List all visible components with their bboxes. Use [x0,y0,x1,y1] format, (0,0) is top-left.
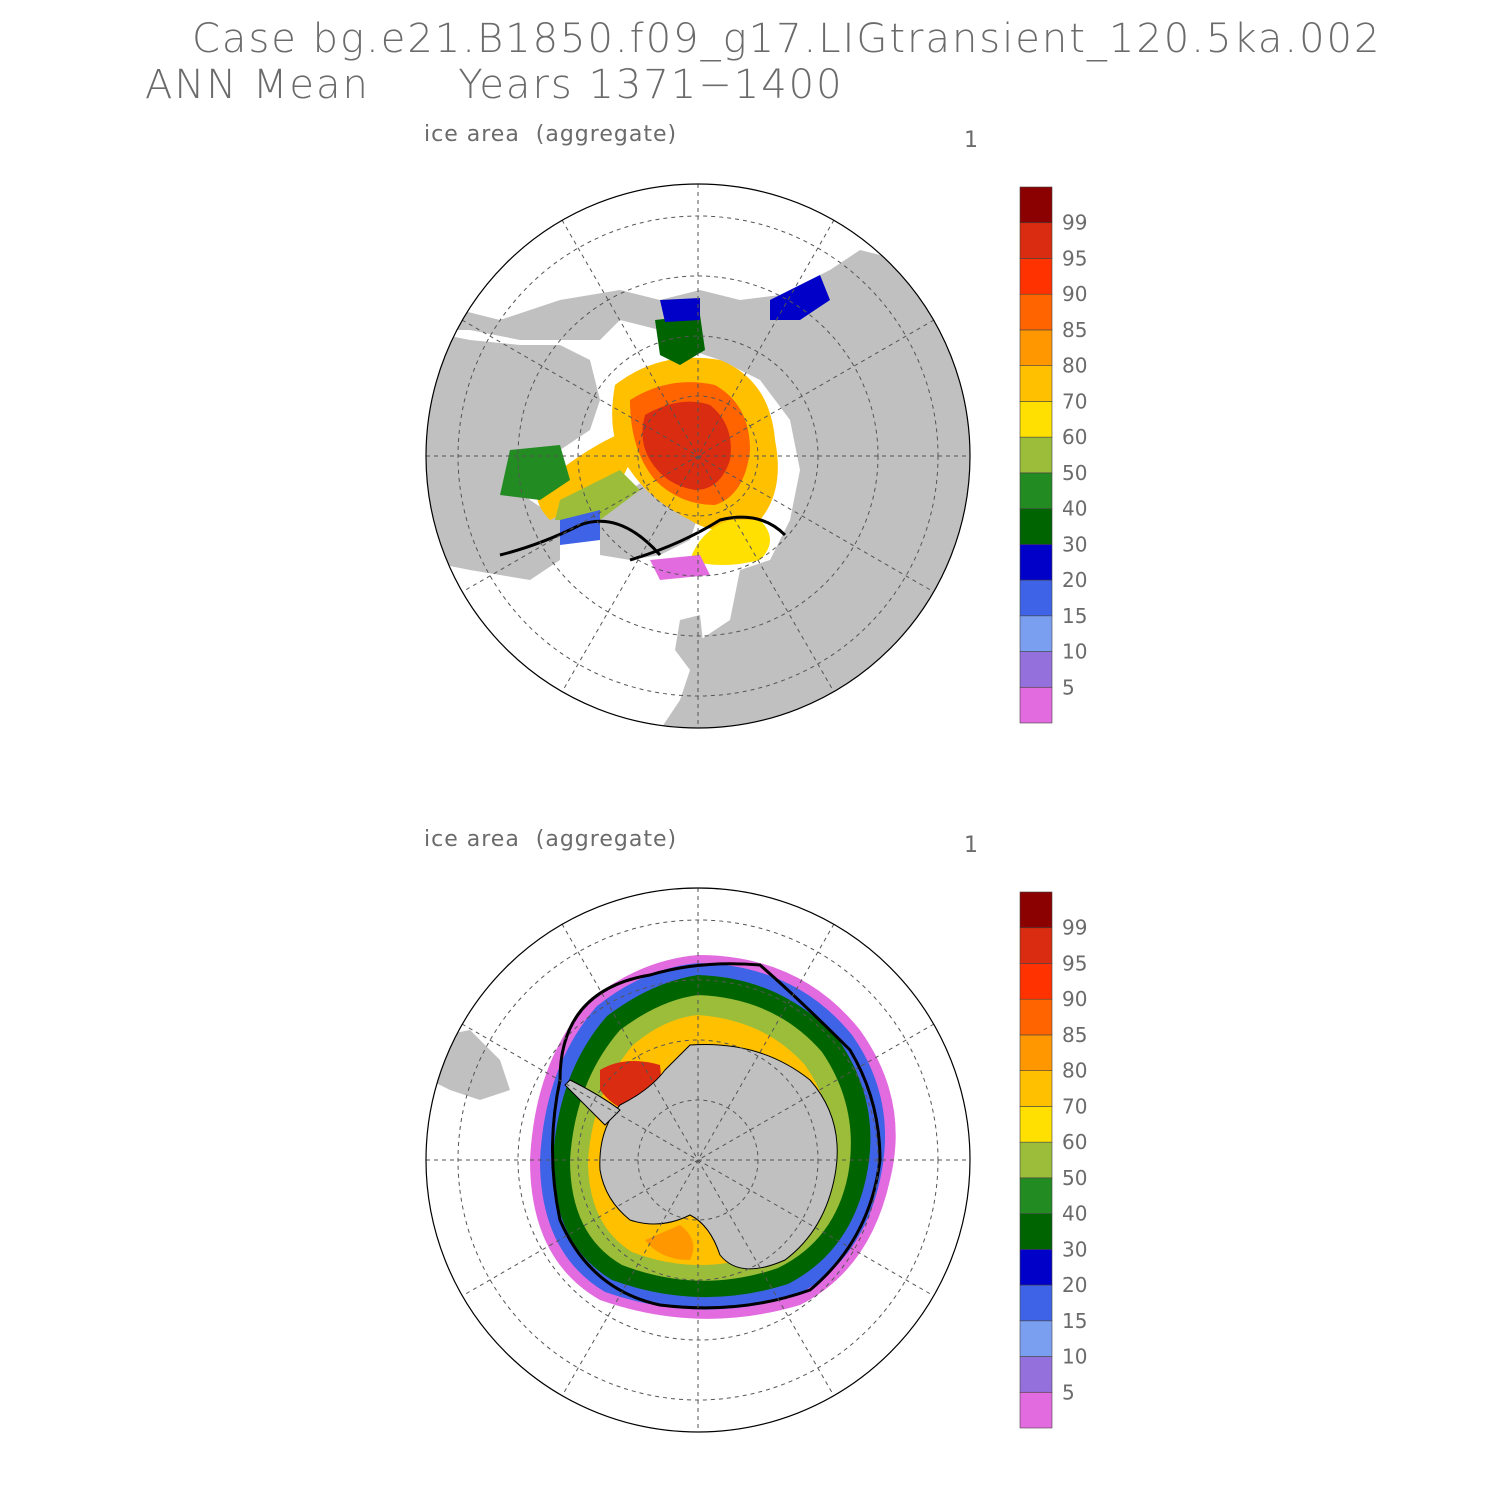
north-colorbar-swatch [1019,258,1053,295]
south-panel-label: ice area (aggregate) [424,827,678,852]
south-colorbar-label: 30 [1062,1237,1087,1261]
period-subtitle: ANN Mean Years 1371−1400 [145,62,844,108]
south-colorbar-label: 5 [1062,1380,1075,1404]
north-colorbar-label: 30 [1062,532,1087,556]
south-colorbar-swatch [1019,1356,1053,1393]
south-colorbar-label: 80 [1062,1059,1087,1083]
south-colorbar-swatch [1019,998,1053,1036]
south-graticule [426,888,970,1432]
north-colorbar-swatch [1019,401,1053,438]
south-colorbar-label: 70 [1062,1094,1087,1118]
north-colorbar-label: 90 [1062,282,1087,306]
north-sea-ice [500,275,830,580]
north-colorbar: 5 10 15 20 30 40 50 60 70 80 85 90 95 99 [1019,186,1087,724]
south-colorbar-label: 40 [1062,1202,1087,1226]
north-colorbar-swatch [1019,686,1053,724]
north-colorbar-swatch [1019,436,1053,474]
north-colorbar-label: 70 [1062,389,1087,413]
south-antarctica [564,1043,838,1270]
south-colorbar-swatch [1019,1391,1053,1429]
north-colorbar-swatch [1019,579,1053,617]
south-colorbar-label: 99 [1062,916,1087,940]
north-panel: ice area (aggregate) 1 [0,0,1500,700]
south-colorbar-label: 60 [1062,1130,1087,1154]
north-colorbar-swatch [1019,508,1053,545]
south-colorbar-swatch [1019,1213,1053,1250]
north-colorbar-label: 50 [1062,461,1087,485]
north-colorbar-swatch [1019,544,1053,581]
south-colorbar-swatch [1019,1320,1053,1357]
south-colorbar-swatch [1019,1106,1053,1143]
north-colorbar-swatch [1019,365,1053,402]
north-colorbar-swatch [1019,329,1053,366]
north-graticule [426,184,970,728]
north-polar-map [425,183,971,729]
south-colorbar-label: 95 [1062,951,1087,975]
south-panel: ice area (aggregate) 1 [0,705,1500,1405]
north-colorbar-swatch [1019,186,1053,224]
south-colorbar-swatch [1019,1177,1053,1214]
south-colorbar-swatch [1019,1070,1053,1107]
north-colorbar-label: 99 [1062,211,1087,235]
north-colorbar-label: 20 [1062,568,1087,592]
north-colorbar-swatch [1019,651,1053,688]
north-colorbar-swatch [1019,222,1053,259]
south-colorbar-label: 50 [1062,1166,1087,1190]
north-colorbar-label: 10 [1062,640,1087,664]
south-colorbar-label: 90 [1062,987,1087,1011]
north-colorbar-swatch [1019,615,1053,652]
south-colorbar-label: 85 [1062,1023,1087,1047]
south-colorbar-label: 20 [1062,1273,1087,1297]
north-colorbar-label: 60 [1062,425,1087,449]
south-colorbar-label: 15 [1062,1309,1087,1333]
figure-header: Case bg.e21.B1850.f09_g17.LIGtransient_1… [0,0,1500,120]
north-colorbar-label: 15 [1062,604,1087,628]
south-panel-number: 1 [964,833,978,858]
south-polar-map [425,887,971,1433]
south-colorbar-swatch [1019,1141,1053,1179]
north-panel-number: 1 [964,128,978,153]
north-colorbar-swatch [1019,472,1053,509]
north-panel-label: ice area (aggregate) [424,122,678,147]
north-colorbar-label: 5 [1062,675,1075,699]
south-colorbar-swatch [1019,963,1053,1000]
south-colorbar-label: 10 [1062,1345,1087,1369]
south-colorbar-swatch [1019,927,1053,964]
north-colorbar-label: 80 [1062,354,1087,378]
north-colorbar-swatch [1019,293,1053,331]
south-colorbar-swatch [1019,1284,1053,1322]
north-colorbar-label: 40 [1062,497,1087,521]
north-colorbar-label: 85 [1062,318,1087,342]
south-colorbar-swatch [1019,1249,1053,1286]
north-colorbar-label: 95 [1062,246,1087,270]
south-colorbar-swatch [1019,1034,1053,1071]
case-title: Case bg.e21.B1850.f09_g17.LIGtransient_1… [192,16,1382,62]
south-colorbar-swatch [1019,891,1053,929]
south-colorbar: 5 10 15 20 30 40 50 60 70 80 85 90 95 99 [1019,891,1087,1429]
